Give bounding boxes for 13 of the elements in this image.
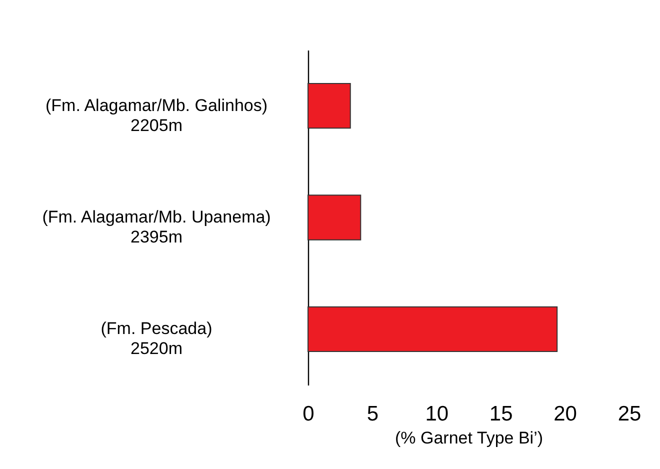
x-tick-label: 5 — [366, 402, 379, 426]
y-tick-label: (Fm. Alagamar/Mb. Upanema) 2395m — [42, 208, 271, 246]
x-tick-label: 25 — [618, 402, 642, 426]
x-tick-label: 0 — [302, 402, 314, 426]
y-tick-label: (Fm. Alagamar/Mb. Galinhos) 2205m — [45, 96, 268, 135]
x-tick-label: 20 — [554, 402, 577, 426]
x-tick-label: 15 — [489, 402, 513, 426]
x-axis-title: (% Garnet Type Bi’) — [394, 428, 544, 448]
y-tick-label: (Fm. Pescada) 2520m — [100, 319, 212, 358]
x-tick-label: 10 — [425, 402, 449, 426]
bar — [308, 83, 351, 129]
bar — [308, 194, 362, 240]
bar — [308, 306, 558, 352]
